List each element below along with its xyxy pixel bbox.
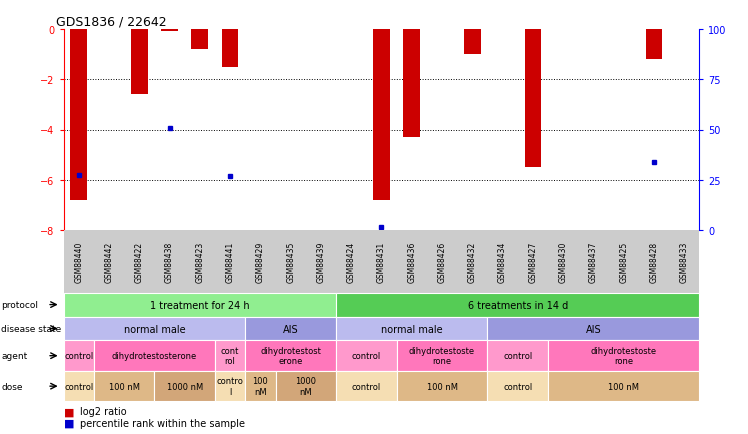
Text: normal male: normal male: [123, 324, 186, 334]
Text: control: control: [352, 382, 381, 391]
Text: 100 nM: 100 nM: [608, 382, 640, 391]
Text: GSM88440: GSM88440: [74, 241, 83, 282]
Text: contro
l: contro l: [217, 377, 244, 396]
Text: dihydrotestoste
rone: dihydrotestoste rone: [409, 346, 475, 365]
Text: GSM88431: GSM88431: [377, 241, 386, 282]
Text: GSM88437: GSM88437: [589, 241, 598, 282]
Text: GSM88422: GSM88422: [135, 241, 144, 282]
Text: cont
rol: cont rol: [221, 346, 239, 365]
Bar: [221, 30, 239, 68]
Text: GSM88434: GSM88434: [498, 241, 507, 282]
Text: GSM88429: GSM88429: [256, 241, 265, 282]
Text: control: control: [503, 352, 533, 360]
Text: control: control: [64, 352, 94, 360]
Text: GSM88423: GSM88423: [195, 241, 204, 282]
Bar: [131, 30, 147, 95]
Text: dihydrotestoste
rone: dihydrotestoste rone: [591, 346, 657, 365]
Text: normal male: normal male: [381, 324, 443, 334]
Text: 100 nM: 100 nM: [108, 382, 140, 391]
Text: 1000
nM: 1000 nM: [295, 377, 316, 396]
Text: AIS: AIS: [283, 324, 298, 334]
Text: 1 treatment for 24 h: 1 treatment for 24 h: [150, 300, 250, 310]
Text: GDS1836 / 22642: GDS1836 / 22642: [56, 15, 167, 28]
Text: GSM88432: GSM88432: [468, 241, 476, 282]
Bar: [646, 30, 662, 60]
Text: 100
nM: 100 nM: [253, 377, 269, 396]
Bar: [162, 30, 178, 32]
Bar: [464, 30, 481, 55]
Text: GSM88426: GSM88426: [438, 241, 447, 282]
Text: AIS: AIS: [586, 324, 601, 334]
Text: 100 nM: 100 nM: [426, 382, 458, 391]
Text: GSM88436: GSM88436: [407, 241, 416, 282]
Text: GSM88428: GSM88428: [649, 241, 658, 282]
Bar: [373, 30, 390, 200]
Text: disease state: disease state: [1, 324, 62, 333]
Text: control: control: [352, 352, 381, 360]
Text: control: control: [503, 382, 533, 391]
Text: ■: ■: [64, 418, 74, 427]
Text: dihydrotestosterone: dihydrotestosterone: [111, 352, 197, 360]
Bar: [70, 30, 87, 200]
Text: control: control: [64, 382, 94, 391]
Text: ■: ■: [64, 406, 74, 416]
Text: GSM88438: GSM88438: [165, 241, 174, 282]
Bar: [191, 30, 208, 50]
Bar: [524, 30, 542, 168]
Text: GSM88427: GSM88427: [528, 241, 537, 282]
Text: GSM88424: GSM88424: [347, 241, 356, 282]
Text: 6 treatments in 14 d: 6 treatments in 14 d: [468, 300, 568, 310]
Text: dihydrotestost
erone: dihydrotestost erone: [260, 346, 321, 365]
Text: GSM88442: GSM88442: [105, 241, 114, 282]
Text: agent: agent: [1, 352, 28, 360]
Text: GSM88433: GSM88433: [680, 241, 689, 282]
Text: GSM88441: GSM88441: [226, 241, 235, 282]
Text: dose: dose: [1, 382, 23, 391]
Text: GSM88435: GSM88435: [286, 241, 295, 282]
Text: GSM88430: GSM88430: [559, 241, 568, 282]
Bar: [403, 30, 420, 138]
Text: GSM88425: GSM88425: [619, 241, 628, 282]
Text: log2 ratio: log2 ratio: [80, 406, 126, 416]
Text: 1000 nM: 1000 nM: [167, 382, 203, 391]
Text: GSM88439: GSM88439: [316, 241, 325, 282]
Text: percentile rank within the sample: percentile rank within the sample: [80, 418, 245, 427]
Text: protocol: protocol: [1, 300, 38, 309]
